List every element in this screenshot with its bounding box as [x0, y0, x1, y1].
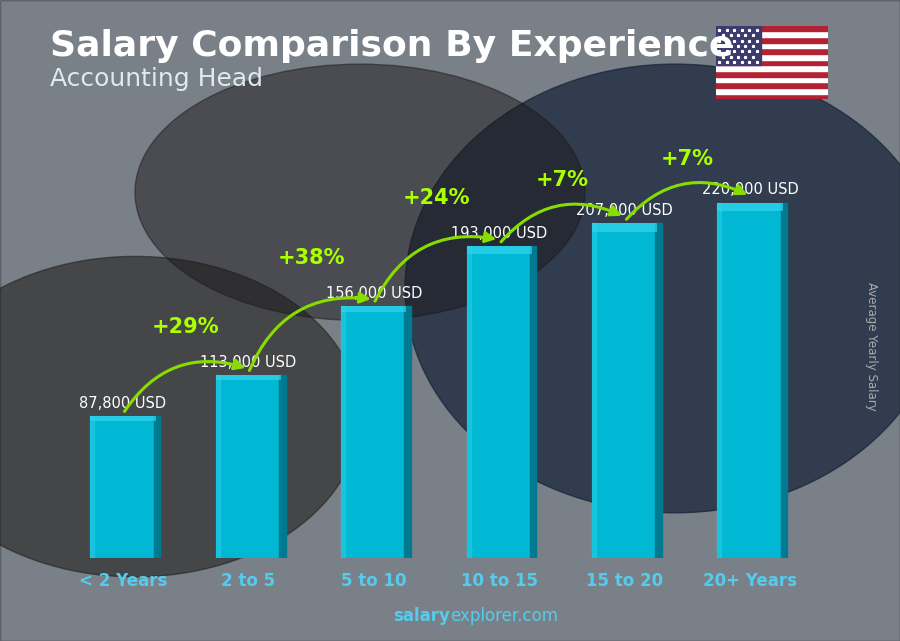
Ellipse shape — [0, 256, 360, 577]
Bar — [716, 26, 828, 31]
Text: +7%: +7% — [661, 149, 714, 169]
Bar — [592, 224, 657, 558]
Bar — [717, 203, 783, 212]
Text: Accounting Head: Accounting Head — [50, 67, 263, 91]
Bar — [90, 416, 156, 420]
Text: +24%: +24% — [403, 188, 470, 208]
Bar — [154, 416, 160, 558]
Bar — [90, 416, 156, 558]
Text: Average Yearly Salary: Average Yearly Salary — [865, 282, 878, 410]
Bar — [716, 26, 760, 65]
Text: +7%: +7% — [536, 170, 589, 190]
Bar — [216, 375, 281, 558]
Bar — [716, 82, 828, 88]
Bar — [716, 48, 828, 54]
Text: salary: salary — [393, 607, 450, 625]
Text: 193,000 USD: 193,000 USD — [451, 226, 547, 241]
Bar — [279, 375, 285, 558]
Bar — [716, 77, 828, 82]
Bar — [216, 375, 281, 380]
Text: +29%: +29% — [152, 317, 220, 337]
Bar — [592, 224, 657, 232]
Bar — [716, 31, 828, 37]
Bar — [716, 37, 828, 43]
Text: 87,800 USD: 87,800 USD — [79, 395, 166, 411]
Text: 220,000 USD: 220,000 USD — [702, 182, 798, 197]
Bar — [716, 94, 828, 99]
Bar — [90, 416, 94, 558]
Bar — [717, 203, 721, 558]
Bar — [216, 375, 220, 558]
Bar — [716, 71, 828, 77]
Text: 156,000 USD: 156,000 USD — [326, 286, 422, 301]
Bar — [592, 224, 596, 558]
Text: 113,000 USD: 113,000 USD — [201, 355, 296, 370]
Bar — [716, 54, 828, 60]
Bar — [717, 203, 783, 558]
Bar — [655, 224, 661, 558]
Bar — [341, 306, 407, 312]
Text: explorer.com: explorer.com — [450, 607, 558, 625]
Text: +38%: +38% — [277, 248, 345, 268]
Text: 207,000 USD: 207,000 USD — [576, 203, 673, 219]
Text: Salary Comparison By Experience: Salary Comparison By Experience — [50, 29, 733, 63]
Bar — [341, 306, 407, 558]
Bar — [466, 246, 532, 254]
Ellipse shape — [135, 64, 585, 321]
Bar — [404, 306, 411, 558]
Bar — [716, 65, 828, 71]
Bar — [466, 246, 471, 558]
Bar — [716, 43, 828, 48]
Bar — [530, 246, 536, 558]
Bar — [780, 203, 788, 558]
Bar — [466, 246, 532, 558]
Bar — [341, 306, 345, 558]
Bar — [716, 88, 828, 94]
Ellipse shape — [405, 64, 900, 513]
Bar — [716, 60, 828, 65]
